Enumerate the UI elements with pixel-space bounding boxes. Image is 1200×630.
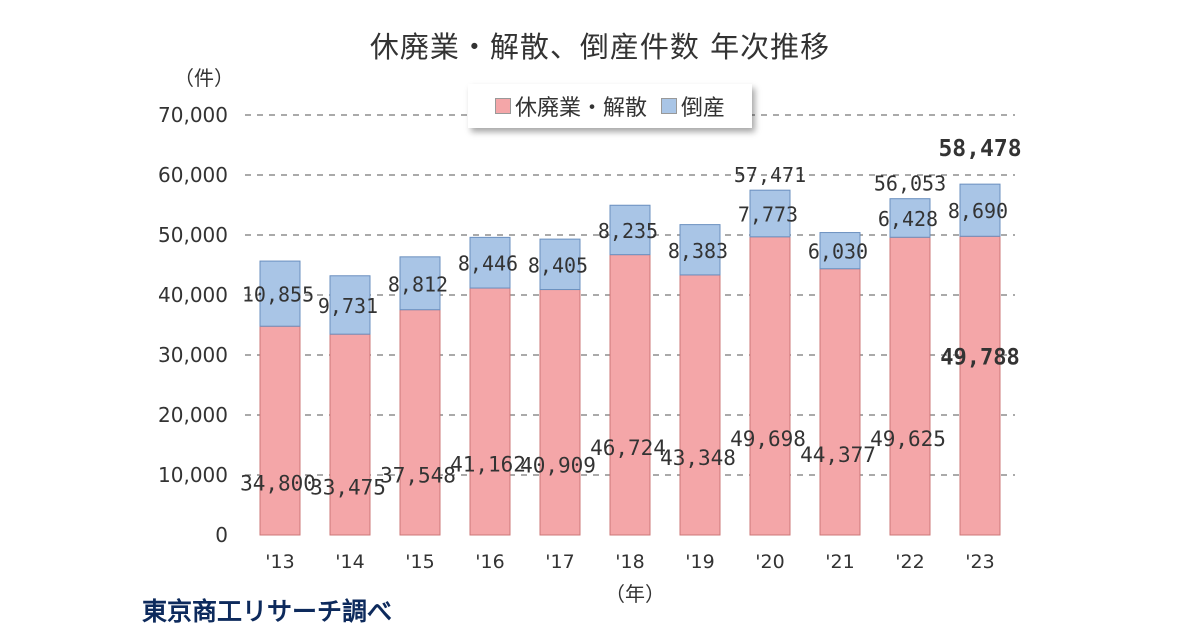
x-tick-label: '16 (475, 551, 504, 573)
data-label-kyuhaigyo: 46,724 (590, 436, 666, 460)
bar-kyuhaigyo (539, 289, 581, 536)
bar-kyuhaigyo (679, 274, 721, 536)
x-tick-label: '19 (685, 551, 714, 573)
data-label-kyuhaigyo: 40,909 (520, 453, 596, 477)
legend-item-kyuhaigyo: 休廃業・解散 (494, 90, 647, 122)
legend-label-kyuhaigyo: 休廃業・解散 (514, 96, 647, 121)
y-tick-label: 0 (215, 523, 228, 547)
data-label-kyuhaigyo: 33,475 (310, 476, 386, 500)
legend-label-tosan: 倒産 (681, 96, 726, 121)
data-label-kyuhaigyo: 49,698 (730, 427, 806, 451)
y-tick-label: 10,000 (158, 463, 228, 487)
source-note: 東京商工リサーチ調べ (142, 597, 393, 626)
data-label-kyuhaigyo: 44,377 (800, 443, 876, 467)
data-label-kyuhaigyo: 49,625 (870, 427, 946, 451)
data-label-tosan: 8,446 (458, 252, 518, 276)
bar-kyuhaigyo (819, 268, 861, 536)
y-tick-label: 40,000 (158, 283, 228, 307)
y-tick-label: 70,000 (158, 103, 228, 127)
data-label-kyuhaigyo: 41,162 (450, 453, 526, 477)
bar-tosan (469, 236, 511, 289)
bar-tosan (679, 224, 721, 276)
total-label: 57,471 (734, 163, 806, 187)
y-tick-label: 30,000 (158, 343, 228, 367)
x-axis-unit: （年） (605, 582, 665, 606)
bar-kyuhaigyo (399, 309, 441, 536)
data-label-tosan: 8,383 (668, 239, 728, 263)
y-tick-label: 20,000 (158, 403, 228, 427)
data-label-tosan: 8,235 (598, 219, 658, 243)
x-tick-label: '14 (335, 551, 364, 573)
total-label: 56,053 (874, 172, 946, 196)
total-label: 58,478 (938, 136, 1021, 162)
bar-kyuhaigyo (889, 236, 931, 536)
x-tick-label: '15 (405, 551, 434, 573)
bar-kyuhaigyo (469, 287, 511, 536)
y-tick-label: 50,000 (158, 223, 228, 247)
legend-swatch-tosan (661, 98, 677, 114)
bar-tosan (889, 198, 931, 238)
bar-kyuhaigyo (609, 254, 651, 536)
x-tick-label: '17 (545, 551, 574, 573)
legend: 休廃業・解散 倒産 (468, 84, 752, 128)
data-label-kyuhaigyo: 37,548 (380, 463, 456, 487)
bar-tosan (959, 183, 1001, 237)
data-label-tosan: 8,690 (948, 199, 1008, 223)
data-label-tosan: 8,812 (388, 272, 448, 296)
legend-swatch-kyuhaigyo (494, 98, 511, 114)
bar-kyuhaigyo (749, 236, 791, 536)
x-tick-label: '22 (895, 551, 924, 573)
bar-tosan (329, 275, 371, 335)
data-label-tosan: 6,030 (808, 240, 868, 264)
x-tick-label: '20 (755, 551, 784, 573)
bar-kyuhaigyo (259, 325, 301, 536)
x-tick-label: '21 (825, 551, 854, 573)
bar-tosan (749, 189, 791, 238)
bar-tosan (399, 256, 441, 311)
bar-kyuhaigyo (959, 235, 1001, 536)
bar-tosan (259, 260, 301, 327)
data-label-kyuhaigyo: 34,800 (240, 472, 316, 496)
data-label-tosan: 10,855 (242, 283, 314, 307)
bar-tosan (609, 204, 651, 256)
x-tick-label: '13 (265, 551, 294, 573)
x-tick-label: '23 (965, 551, 994, 573)
data-label-tosan: 9,731 (318, 294, 378, 318)
legend-item-tosan: 倒産 (661, 90, 725, 122)
bar-tosan (819, 232, 861, 270)
y-axis-unit: （件） (174, 66, 234, 90)
x-tick-label: '18 (615, 551, 644, 573)
data-label-tosan: 7,773 (738, 202, 798, 226)
data-label-kyuhaigyo: 49,788 (940, 345, 1019, 370)
data-label-tosan: 6,428 (878, 207, 938, 231)
y-tick-label: 60,000 (158, 163, 228, 187)
data-label-tosan: 8,405 (528, 253, 588, 277)
bar-kyuhaigyo (329, 333, 371, 536)
chart-title: 休廃業・解散、倒産件数 年次推移 (369, 30, 831, 64)
bar-tosan (539, 238, 581, 291)
data-label-kyuhaigyo: 43,348 (660, 446, 736, 470)
